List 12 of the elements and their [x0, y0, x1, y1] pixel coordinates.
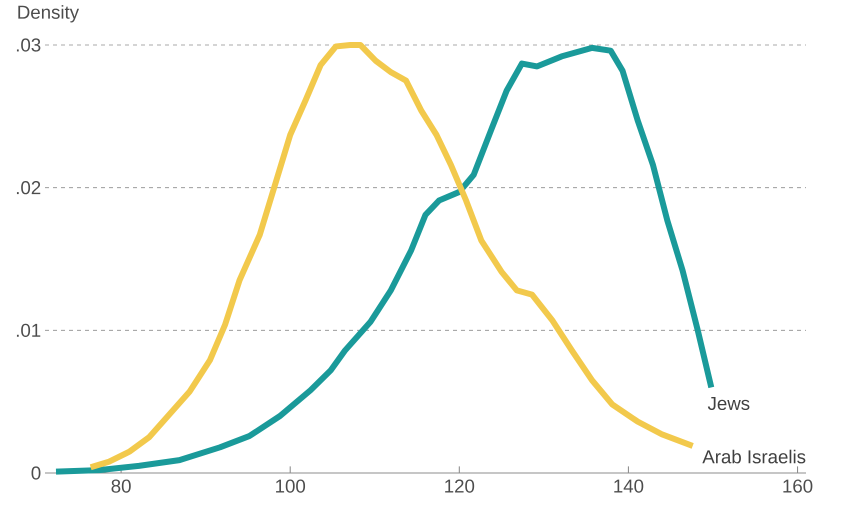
- series-label: Arab Israelis: [702, 450, 806, 464]
- y-tick-label: .02: [16, 181, 40, 194]
- y-tick-label: .03: [16, 38, 40, 52]
- x-tick-label: 100: [276, 479, 306, 493]
- y-tick-label: 0: [32, 466, 40, 480]
- x-tick-label: 160: [783, 479, 812, 493]
- y-tick-label: .01: [16, 324, 40, 337]
- y-axis-title: Density: [18, 5, 80, 23]
- x-tick-label: 120: [445, 479, 474, 493]
- series-label: Jews: [708, 397, 750, 410]
- x-tick-label: 80: [112, 479, 131, 493]
- x-tick-label: 140: [614, 479, 644, 493]
